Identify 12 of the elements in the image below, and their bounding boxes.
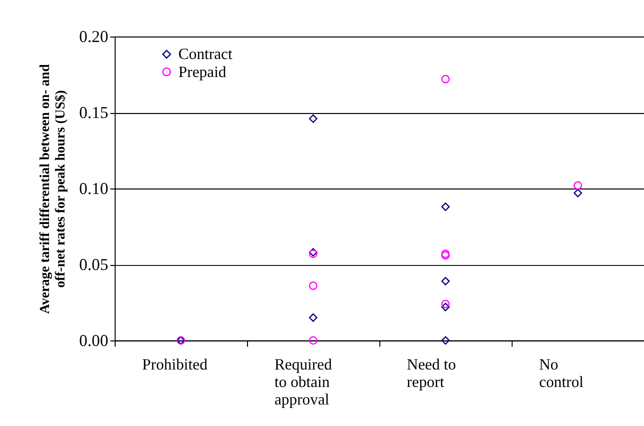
x-tick-label: Need to report	[406, 356, 456, 391]
y-tick-label: 0.10	[79, 178, 108, 198]
legend-label: Contract	[178, 46, 234, 64]
y-tick-label: 0.20	[79, 26, 108, 46]
x-tick-label: No control	[539, 356, 584, 391]
x-tick-label: Required to obtain approval	[274, 356, 332, 409]
y-tick-label: 0.00	[79, 330, 108, 350]
x-tick-label: Prohibited	[142, 356, 208, 374]
legend-label: Prepaid	[178, 64, 226, 81]
y-tick-label: 0.05	[79, 254, 108, 274]
y-axis-title: Average tariff differential between on- and off-net rates for peak hours (US$)	[36, 64, 68, 314]
y-tick-label: 0.15	[79, 102, 108, 122]
